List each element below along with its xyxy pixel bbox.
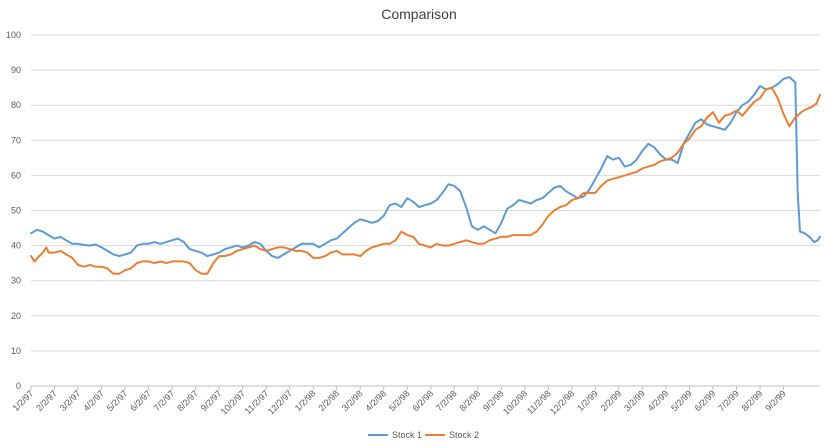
x-tick-label: 4/2/97 xyxy=(81,388,106,413)
x-tick-label: 2/2/99 xyxy=(599,388,624,413)
x-tick-label: 7/2/98 xyxy=(434,388,459,413)
x-tick-label: 2/2/97 xyxy=(34,388,59,413)
x-tick-label: 8/2/97 xyxy=(175,388,200,413)
x-tick-label: 2/2/98 xyxy=(316,388,341,413)
y-tick-label: 10 xyxy=(11,346,21,356)
y-tick-label: 100 xyxy=(6,30,21,40)
chart-title: Comparison xyxy=(381,6,456,22)
legend: Stock 1 Stock 2 xyxy=(368,430,479,440)
series-lines xyxy=(30,76,821,275)
x-tick-label: 8/2/98 xyxy=(457,388,482,413)
y-tick-label: 0 xyxy=(16,381,21,391)
x-tick-label: 12/2/98 xyxy=(548,388,576,416)
y-tick-label: 70 xyxy=(11,135,21,145)
legend-label: Stock 2 xyxy=(449,430,479,440)
x-tick-label: 3/2/98 xyxy=(340,388,365,413)
y-tick-label: 20 xyxy=(11,311,21,321)
x-tick-label: 1/2/97 xyxy=(11,388,36,413)
x-tick-label: 5/2/98 xyxy=(387,388,412,413)
x-tick-label: 5/2/97 xyxy=(105,388,130,413)
legend-label: Stock 1 xyxy=(392,430,422,440)
y-tick-label: 80 xyxy=(11,100,21,110)
x-tick-label: 12/2/97 xyxy=(266,388,294,416)
x-tick-label: 8/2/99 xyxy=(740,388,765,413)
x-tick-label: 1/2/99 xyxy=(575,388,600,413)
x-tick-label: 1/2/98 xyxy=(293,388,318,413)
x-tick-label: 4/2/98 xyxy=(363,388,388,413)
y-tick-label: 40 xyxy=(11,241,21,251)
series-line-stock-1 xyxy=(30,76,821,259)
y-tick-label: 60 xyxy=(11,170,21,180)
x-tick-label: 4/2/99 xyxy=(646,388,671,413)
x-tick-label: 6/2/97 xyxy=(128,388,153,413)
x-tick-label: 3/2/97 xyxy=(58,388,83,413)
x-tick-label: 6/2/98 xyxy=(410,388,435,413)
y-tick-label: 30 xyxy=(11,276,21,286)
x-tick-label: 11/2/97 xyxy=(243,388,271,416)
grid xyxy=(31,34,820,387)
x-tick-label: 9/2/99 xyxy=(763,388,788,413)
x-tick-label: 5/2/99 xyxy=(669,388,694,413)
y-tick-label: 50 xyxy=(11,206,21,216)
x-axis-ticks: 1/2/972/2/973/2/974/2/975/2/976/2/977/2/… xyxy=(11,386,788,417)
x-tick-label: 3/2/99 xyxy=(622,388,647,413)
series-line-stock-2 xyxy=(30,86,821,275)
x-tick-label: 10/2/98 xyxy=(501,388,529,416)
x-tick-label: 11/2/98 xyxy=(525,388,553,416)
x-tick-label: 6/2/99 xyxy=(693,388,718,413)
y-axis-ticks: 0 10 20 30 40 50 60 70 80 90 100 xyxy=(6,30,21,391)
x-tick-label: 7/2/97 xyxy=(152,388,177,413)
x-tick-label: 10/2/97 xyxy=(219,388,247,416)
y-tick-label: 90 xyxy=(11,65,21,75)
x-tick-label: 7/2/99 xyxy=(716,388,741,413)
